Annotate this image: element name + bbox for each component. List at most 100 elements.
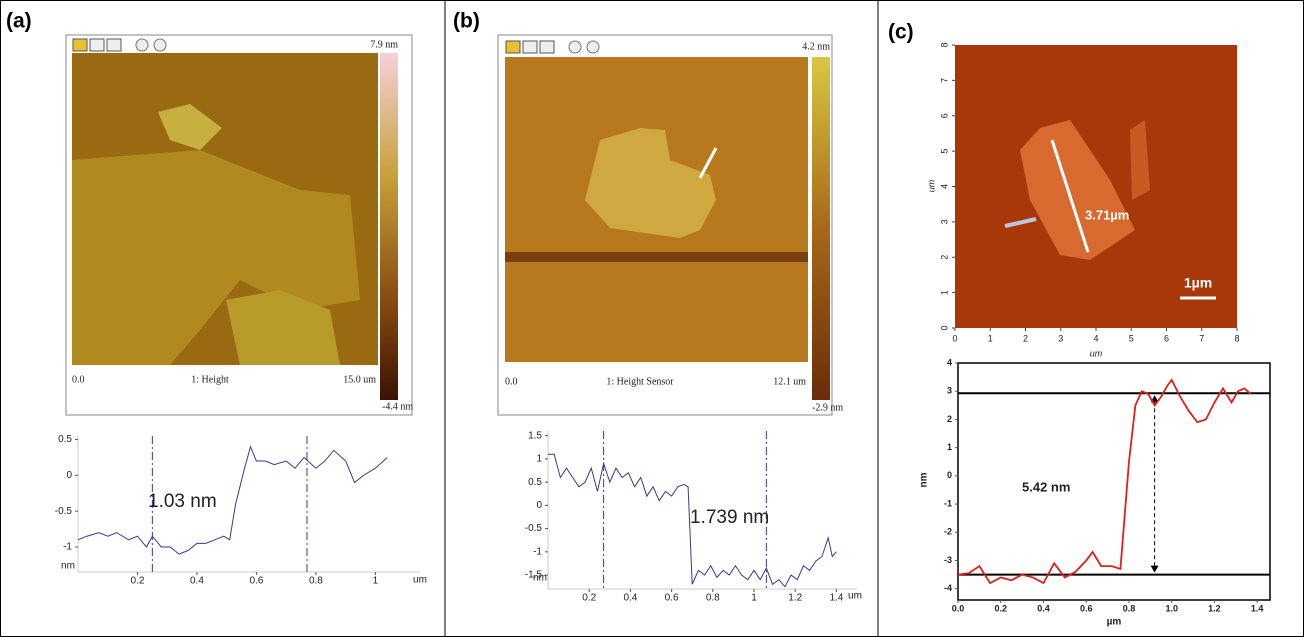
x-tick-label: 0.4 <box>623 593 637 604</box>
profile-line <box>1004 217 1037 228</box>
x-axis-label: µm <box>1107 617 1122 628</box>
length-arrow <box>1050 139 1090 253</box>
x-tick-label: 0.6 <box>249 576 263 587</box>
x-axis-label: um <box>413 575 427 586</box>
panel-label: (a) <box>6 10 32 33</box>
annotation: 1.03 nm <box>148 491 217 512</box>
x-end: 15.0 um <box>343 374 376 385</box>
x-tick-label: 1.2 <box>1208 603 1221 613</box>
toolbar <box>505 40 600 54</box>
x-axis-label: um <box>848 591 862 602</box>
x-tick-label: 0 <box>952 333 957 343</box>
flake <box>72 150 360 365</box>
x-start: 0.0 <box>505 376 518 387</box>
x-tick-label: 0.4 <box>1037 603 1050 613</box>
y-tick-label: 0 <box>66 470 72 481</box>
flake <box>158 104 222 150</box>
toolbar <box>72 38 167 52</box>
y-tick-label: 7 <box>939 78 949 83</box>
x-tick-label: 1.4 <box>1251 603 1264 613</box>
y-tick-label: 0 <box>939 325 949 330</box>
x-tick-label: 1 <box>751 593 757 604</box>
y-tick-label: -1.5 <box>525 570 543 581</box>
scale-max: 4.2 nm <box>802 41 830 52</box>
flake <box>1020 120 1135 260</box>
x-tick-label: 3 <box>1058 333 1063 343</box>
y-label: um <box>926 179 936 192</box>
y-tick-label: 3 <box>939 219 949 224</box>
profile-line <box>548 453 837 588</box>
y-axis-label: nm <box>61 561 75 572</box>
flake <box>1130 120 1150 200</box>
y-tick-label: 0.5 <box>58 434 72 445</box>
annotation: 5.42 nm <box>1022 479 1070 494</box>
y-tick-label: 2 <box>947 414 952 424</box>
x-tick-label: 0.8 <box>1123 603 1136 613</box>
panel-label: (b) <box>453 10 480 33</box>
image-caption: 1: Height <box>191 374 229 385</box>
y-tick-label: 4 <box>939 184 949 189</box>
x-tick-label: 1 <box>373 576 379 587</box>
annotation: 1.739 nm <box>690 507 769 528</box>
x-tick-label: 1.0 <box>1165 603 1178 613</box>
x-end: 12.1 um <box>773 376 806 387</box>
x-tick-label: 0.2 <box>994 603 1007 613</box>
color-bar <box>380 53 398 400</box>
x-tick-label: 1 <box>988 333 993 343</box>
y-tick-label: -0.5 <box>525 523 543 534</box>
x-tick-label: 6 <box>1164 333 1169 343</box>
plot-frame <box>957 362 1271 601</box>
flake <box>226 290 340 365</box>
scale-min: -4.4 nm <box>382 401 413 412</box>
x-tick-label: 1.2 <box>788 593 802 604</box>
scan-line <box>505 252 808 262</box>
annotation: 3.71µm <box>1085 207 1129 222</box>
y-tick-label: 6 <box>939 113 949 118</box>
y-tick-label: -0.5 <box>55 506 73 517</box>
x-tick-label: 0.6 <box>1080 603 1093 613</box>
flake <box>585 128 716 238</box>
y-tick-label: -3 <box>944 555 952 565</box>
scale-max: 7.9 nm <box>370 39 398 50</box>
x-tick-label: 0.4 <box>190 576 204 587</box>
profile-line <box>957 378 1252 585</box>
y-tick-label: 0.5 <box>528 477 542 488</box>
x-tick-label: 0.8 <box>706 593 720 604</box>
y-tick-label: 1 <box>939 290 949 295</box>
y-tick-label: -1 <box>944 498 952 508</box>
x-tick-label: 0.8 <box>309 576 323 587</box>
y-tick-label: 4 <box>947 357 952 367</box>
y-tick-label: 0 <box>947 470 952 480</box>
profile-line <box>77 445 388 555</box>
y-tick-label: 5 <box>939 149 949 154</box>
color-bar <box>812 57 830 400</box>
x-start: 0.0 <box>72 374 85 385</box>
y-tick-label: -4 <box>944 583 952 593</box>
y-tick-label: 1 <box>536 454 542 465</box>
x-tick-label: 7 <box>1199 333 1204 343</box>
x-tick-label: 5 <box>1129 333 1134 343</box>
x-tick-label: 2 <box>1023 333 1028 343</box>
y-tick-label: -1 <box>533 546 542 557</box>
y-tick-label: 2 <box>939 255 949 260</box>
y-tick-label: 0 <box>536 500 542 511</box>
y-tick-label: -1 <box>63 542 72 553</box>
y-axis-label: nm <box>533 573 547 584</box>
y-tick-label: 1.5 <box>528 430 542 441</box>
x-tick-label: 1.4 <box>829 593 843 604</box>
arrow-head <box>1150 565 1159 573</box>
profile-line <box>698 147 718 179</box>
panel-label: (c) <box>888 21 914 44</box>
x-tick-label: 0.6 <box>665 593 679 604</box>
y-tick-label: 8 <box>939 42 949 47</box>
x-label: um <box>1090 348 1103 358</box>
x-tick-label: 0.2 <box>582 593 596 604</box>
x-tick-label: 8 <box>1234 333 1239 343</box>
scale-min: -2.9 nm <box>812 402 843 413</box>
x-tick-label: 0.2 <box>131 576 145 587</box>
scale-bar-label: 1µm <box>1184 275 1212 291</box>
y-tick-label: -2 <box>944 527 952 537</box>
y-tick-label: 1 <box>947 442 952 452</box>
image-caption: 1: Height Sensor <box>606 376 674 387</box>
